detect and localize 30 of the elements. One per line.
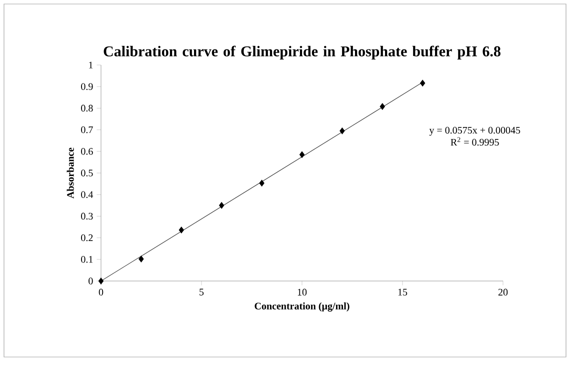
x-tick-label: 0 xyxy=(98,288,104,296)
y-tick-label: 0.4 xyxy=(81,191,94,198)
point xyxy=(259,180,264,186)
point xyxy=(138,256,144,262)
point xyxy=(420,80,426,86)
x-tick-label: 10 xyxy=(298,288,307,296)
y-axis-title: Absorbance xyxy=(66,148,74,198)
x-axis-title: Concentration (µg/ml) xyxy=(254,302,350,312)
y-tick-label: 0.1 xyxy=(81,256,93,263)
y-tick-label: 0.5 xyxy=(81,170,93,176)
y-tick-label: 0.3 xyxy=(81,212,93,220)
y-tick-label: 0.9 xyxy=(81,83,93,90)
y-tick-label: 0.6 xyxy=(81,148,93,155)
point xyxy=(380,103,385,110)
chart-title: Calibration curve of Glimepiride in Phosphate buffer pH 6.8 xyxy=(104,46,500,60)
y-tick-label: 0.7 xyxy=(81,126,93,134)
point xyxy=(299,151,305,158)
y-tick-label: 0.2 xyxy=(81,234,93,242)
y-tick-label: 0 xyxy=(88,278,93,284)
point xyxy=(178,226,184,234)
annotation: R$^{2}$ = 0.9995 xyxy=(450,137,499,146)
annotation: y = 0.0575x + 0.00045 xyxy=(429,126,520,136)
y-tick-label: 1 xyxy=(89,62,93,68)
point xyxy=(219,202,224,209)
y-tick-label: 0.8 xyxy=(81,104,93,112)
x-tick-label: 15 xyxy=(398,288,408,296)
point xyxy=(340,128,345,134)
x-tick-label: 5 xyxy=(200,288,204,296)
point xyxy=(98,278,104,284)
x-tick-label: 20 xyxy=(498,288,508,296)
